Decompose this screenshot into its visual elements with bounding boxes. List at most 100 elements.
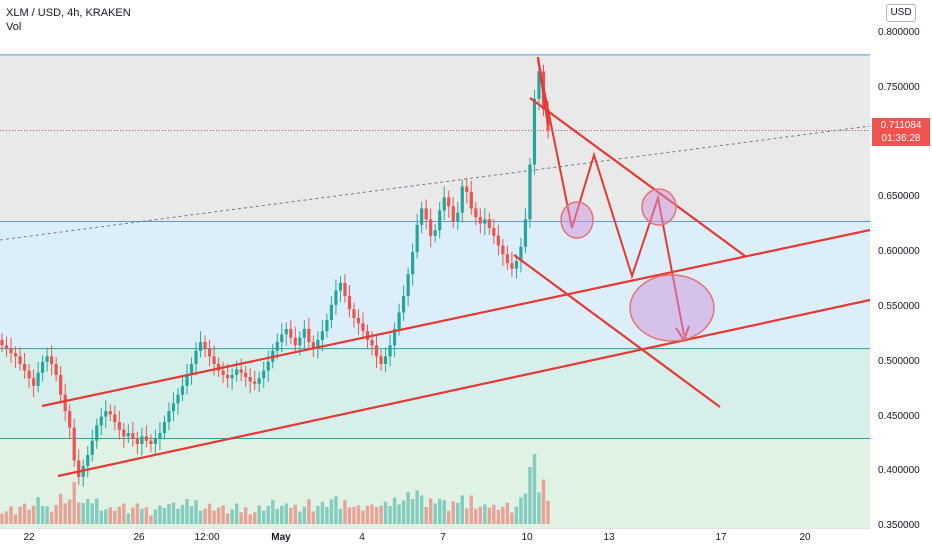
candle-body xyxy=(433,230,437,236)
volume-bar xyxy=(428,498,433,524)
volume-bar xyxy=(334,496,338,524)
volume-bar xyxy=(343,500,347,524)
volume-bar xyxy=(140,508,144,524)
candle-body xyxy=(108,411,112,415)
volume-bar xyxy=(262,510,266,524)
volume-bar xyxy=(0,513,4,524)
candle-body xyxy=(325,320,329,332)
candle-body xyxy=(298,337,302,346)
candle-body xyxy=(221,370,225,375)
candle-body xyxy=(383,356,388,364)
volume-bar xyxy=(221,505,225,524)
candle-body xyxy=(235,369,239,375)
candle-body xyxy=(361,323,365,332)
price-chart[interactable] xyxy=(0,0,871,532)
candle-body xyxy=(72,427,76,461)
candle-body xyxy=(451,206,455,222)
time-tick-label: 20 xyxy=(799,532,811,543)
volume-bar xyxy=(325,507,329,524)
volume-bar xyxy=(316,505,320,524)
volume-bar xyxy=(401,500,406,524)
volume-indicator-label[interactable]: Vol xyxy=(6,21,22,33)
volume-bar xyxy=(194,500,198,524)
chart-area[interactable]: XLM / USD, 4h, KRAKEN Vol xyxy=(0,0,871,532)
volume-bar xyxy=(293,504,298,524)
volume-bar xyxy=(546,500,550,524)
candle-body xyxy=(113,414,117,423)
candle-body xyxy=(420,208,424,225)
candle-body xyxy=(496,235,500,246)
candle-body xyxy=(316,339,320,349)
volume-bar xyxy=(189,506,194,524)
volume-bar xyxy=(338,508,343,524)
candle-body xyxy=(59,374,63,395)
volume-bar xyxy=(460,495,464,524)
volume-layer xyxy=(0,454,550,524)
trend-line xyxy=(57,298,871,478)
volume-bar xyxy=(126,513,131,524)
time-tick-label: 26 xyxy=(133,532,145,543)
volume-bar xyxy=(117,506,122,524)
price-axis[interactable] xyxy=(870,0,932,528)
candle-body xyxy=(347,296,352,310)
volume-bar xyxy=(483,504,487,524)
candle-body xyxy=(411,252,415,275)
volume-bar xyxy=(239,512,243,524)
time-axis[interactable] xyxy=(0,528,870,551)
chart-header: XLM / USD, 4h, KRAKEN Vol xyxy=(6,6,131,34)
candle-body xyxy=(18,356,22,364)
candle-body xyxy=(90,440,94,455)
candle-body xyxy=(307,328,311,343)
symbol-title[interactable]: XLM / USD, 4h, KRAKEN xyxy=(6,7,131,19)
candle-body xyxy=(248,377,252,382)
candle-body xyxy=(469,191,473,209)
candle-body xyxy=(483,219,487,224)
volume-bar xyxy=(519,497,523,524)
volume-bar xyxy=(465,508,469,524)
drawing-layer xyxy=(41,56,871,478)
candle-body xyxy=(36,372,40,386)
candle-body xyxy=(266,361,270,371)
candle-body xyxy=(50,356,54,364)
target-circle xyxy=(641,188,677,226)
volume-bar xyxy=(478,506,483,524)
candle-body xyxy=(338,282,343,291)
candle-body xyxy=(320,331,324,340)
volume-bar xyxy=(22,503,27,524)
volume-bar xyxy=(415,490,419,524)
volume-bar xyxy=(171,502,176,524)
volume-bar xyxy=(474,508,478,524)
bar-countdown: 01:36:28 xyxy=(881,133,921,144)
candle-body xyxy=(216,363,221,371)
volume-bar xyxy=(320,501,325,524)
price-tick-label: 0.800000 xyxy=(878,27,920,38)
volume-bar xyxy=(419,495,424,524)
volume-bar xyxy=(388,506,392,524)
volume-bar xyxy=(275,508,279,524)
candle-body xyxy=(149,440,153,444)
candle-body xyxy=(171,403,176,412)
volume-bar xyxy=(90,503,94,524)
volume-bar xyxy=(392,497,397,524)
volume-bar xyxy=(271,500,275,524)
currency-button[interactable]: USD xyxy=(886,4,916,22)
volume-bar xyxy=(162,508,167,524)
candle-body xyxy=(185,374,189,386)
volume-bar xyxy=(433,503,437,524)
volume-bar xyxy=(198,510,203,524)
volume-bar xyxy=(280,505,284,524)
candle-body xyxy=(280,334,284,343)
volume-bar xyxy=(307,499,311,524)
volume-bar xyxy=(144,507,149,524)
volume-bar xyxy=(9,506,13,524)
time-tick-label: 10 xyxy=(521,532,533,543)
volume-bar xyxy=(410,499,415,524)
volume-bar xyxy=(176,508,180,524)
volume-bar xyxy=(63,503,67,524)
candle-body xyxy=(22,363,27,371)
volume-bar xyxy=(438,498,442,524)
volume-bar xyxy=(487,507,492,524)
candle-body xyxy=(429,219,433,236)
volume-bar xyxy=(365,505,370,524)
volume-bar xyxy=(397,504,401,524)
